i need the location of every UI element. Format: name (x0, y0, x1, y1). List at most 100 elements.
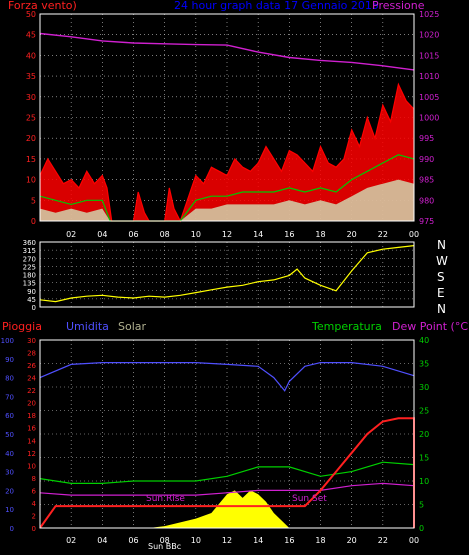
humidity-left-tick-9: 90 (5, 356, 14, 364)
wind-left-tick-7: 35 (26, 72, 36, 81)
direction-left-tick-5: 225 (23, 263, 36, 271)
compass-label-n-top: N (437, 238, 446, 252)
humidity-axis-label: Umidita (66, 320, 109, 333)
wind-direction-line (39, 245, 415, 303)
pressure-line (39, 32, 415, 71)
wind-left-tick-5: 25 (26, 114, 36, 123)
weather-xtick-7: 16 (284, 536, 294, 545)
tick-label-layer: 0510152025303540455097598098599099510001… (1, 10, 440, 545)
direction-frame (39, 241, 415, 308)
pressure-right-tick-6: 1005 (419, 93, 439, 102)
pressure-right-tick-4: 995 (419, 134, 434, 143)
wind-left-tick-2: 10 (26, 176, 36, 185)
solar-area (149, 490, 290, 528)
pressure-right-tick-2: 985 (419, 176, 434, 185)
weather-frame (39, 339, 415, 529)
wind-left-tick-4: 20 (26, 134, 36, 143)
wind-xtick-7: 16 (284, 230, 294, 239)
direction-left-tick-0: 0 (32, 304, 36, 312)
wind-xtick-2: 06 (128, 230, 138, 239)
frame-layer (39, 13, 415, 529)
wind-xtick-11: 00 (409, 230, 419, 239)
wind-xtick-4: 10 (191, 230, 201, 239)
direction-left-tick-8: 360 (23, 239, 36, 247)
sun-set-annotation: Sun Set (292, 494, 327, 504)
temperature-right-tick-3: 15 (419, 454, 429, 463)
pressure-right-tick-5: 1000 (419, 114, 439, 123)
humidity-left-tick-7: 70 (5, 393, 14, 401)
rain-left-tick-2: 4 (32, 500, 37, 508)
wind-xtick-3: 08 (160, 230, 170, 239)
wind-gust-area (40, 84, 414, 222)
temperature-right-tick-8: 40 (419, 336, 429, 345)
sun-bbc-annotation: Sun BBc (148, 542, 181, 551)
pressure-right-tick-8: 1015 (419, 51, 439, 60)
wind-frame (39, 13, 415, 222)
wind-left-tick-9: 45 (26, 31, 36, 40)
wind-xtick-9: 20 (347, 230, 357, 239)
wind-xtick-6: 14 (253, 230, 263, 239)
grid-layer (40, 13, 415, 529)
humidity-left-tick-10: 100 (1, 337, 14, 345)
humidity-left-tick-1: 10 (5, 506, 14, 514)
humidity-left-tick-6: 60 (5, 412, 14, 420)
temperature-right-tick-0: 0 (419, 524, 424, 533)
rain-left-tick-10: 20 (27, 400, 36, 408)
pressure-right-tick-9: 1020 (419, 31, 439, 40)
wind-xtick-0: 02 (66, 230, 76, 239)
pressure-right-tick-3: 990 (419, 155, 434, 164)
pressure-axis-label: Pressione (372, 0, 425, 12)
pressure-right-tick-7: 1010 (419, 72, 439, 81)
wind-axis-label: Forza vento) (8, 0, 77, 12)
pressure-right-tick-0: 975 (419, 217, 434, 226)
weather-xtick-5: 12 (222, 536, 232, 545)
rain-left-tick-3: 6 (32, 487, 37, 495)
temperature-right-tick-4: 20 (419, 430, 429, 439)
compass-label-n-bottom: N (437, 302, 446, 316)
rain-left-tick-9: 18 (27, 412, 36, 420)
humidity-left-tick-0: 0 (10, 525, 14, 533)
weather-xtick-10: 22 (378, 536, 388, 545)
weather-xtick-3: 08 (160, 536, 170, 545)
series-layer (39, 32, 415, 529)
humidity-left-tick-3: 30 (5, 469, 14, 477)
rain-left-tick-6: 12 (27, 450, 36, 458)
wind-xtick-8: 18 (315, 230, 325, 239)
humidity-left-tick-2: 20 (5, 487, 14, 495)
dew-point-axis-label: Dew Point (°C) (392, 320, 469, 333)
direction-left-tick-7: 315 (23, 247, 36, 255)
sun-rise-annotation: Sun Rise (146, 494, 185, 504)
direction-left-tick-6: 270 (23, 255, 36, 263)
wind-gust-line (39, 82, 415, 223)
humidity-left-tick-8: 80 (5, 375, 14, 383)
temperature-line (39, 461, 415, 484)
wind-xtick-5: 12 (222, 230, 232, 239)
weather-xtick-9: 20 (347, 536, 357, 545)
rain-left-tick-7: 14 (27, 437, 36, 445)
rain-left-tick-4: 8 (32, 475, 36, 483)
humidity-left-tick-4: 40 (5, 450, 14, 458)
humidity-line (39, 362, 415, 392)
wind-left-tick-6: 30 (26, 93, 36, 102)
temperature-right-tick-2: 10 (419, 477, 429, 486)
solar-axis-label: Solar (118, 320, 147, 333)
direction-left-tick-4: 180 (23, 272, 36, 280)
weather-xtick-1: 04 (97, 536, 107, 545)
direction-left-tick-3: 135 (23, 280, 36, 288)
wind-average-line (39, 154, 415, 222)
pressure-right-tick-1: 980 (419, 196, 434, 205)
wind-left-tick-8: 40 (26, 51, 36, 60)
humidity-left-tick-5: 50 (5, 431, 14, 439)
chart-title: 24 hour graph data 17 Gennaio 2015 (174, 0, 379, 12)
rain-left-tick-14: 28 (27, 350, 36, 358)
rain-left-tick-5: 10 (27, 462, 36, 470)
compass-label-w: W (436, 254, 448, 268)
temperature-right-tick-5: 25 (419, 407, 429, 416)
pressure-right-tick-10: 1025 (419, 10, 439, 19)
wind-left-tick-3: 15 (26, 155, 36, 164)
wind-low-area (40, 179, 414, 221)
temperature-right-tick-6: 30 (419, 383, 429, 392)
rain-left-tick-11: 22 (27, 387, 36, 395)
wind-left-tick-10: 50 (26, 10, 36, 19)
